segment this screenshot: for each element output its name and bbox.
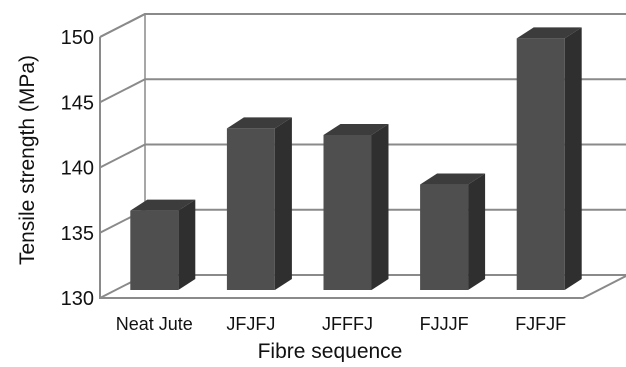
bar-top	[130, 199, 196, 211]
bar-top	[323, 123, 389, 135]
bar-side	[178, 199, 196, 290]
x-tick-label: JFJFJ	[226, 314, 275, 334]
bar-series	[130, 27, 582, 291]
y-tick-label: 135	[61, 223, 94, 245]
gridline	[99, 13, 626, 38]
x-tick-label: FJJJF	[420, 314, 469, 334]
gridline	[99, 143, 626, 169]
x-axis-ticks: Neat Jute JFJFJ JFFFJ FJJJF FJFJF	[116, 314, 566, 334]
bar-side	[564, 27, 582, 290]
x-tick-label: FJFJF	[515, 314, 566, 334]
y-axis-ticks: 130 135 140 145 150	[61, 27, 94, 310]
y-tick-label: 140	[61, 158, 94, 180]
bar-top	[420, 173, 486, 185]
bar-side	[468, 173, 486, 290]
bar-front	[323, 134, 372, 290]
bar-side	[371, 123, 389, 291]
bar-front	[420, 184, 469, 290]
x-tick-label: Neat Jute	[116, 314, 193, 334]
bar-front	[226, 128, 275, 290]
gridline	[99, 78, 626, 104]
y-axis-title: Tensile strength (MPa)	[16, 55, 39, 265]
bar	[226, 117, 292, 290]
x-tick-label: JFFFJ	[322, 314, 373, 334]
bar-front	[516, 38, 565, 290]
y-tick-label: 145	[61, 92, 94, 114]
y-tick-label: 150	[61, 27, 94, 49]
bar-front	[130, 210, 179, 290]
x-axis-title: Fibre sequence	[258, 340, 403, 362]
bar-side	[274, 117, 292, 290]
bar	[420, 173, 486, 290]
bar-top	[516, 27, 582, 39]
y-tick-label: 130	[61, 288, 94, 310]
bar-top	[226, 117, 292, 129]
bar	[323, 123, 389, 291]
bar	[130, 199, 196, 290]
bar	[516, 27, 582, 290]
